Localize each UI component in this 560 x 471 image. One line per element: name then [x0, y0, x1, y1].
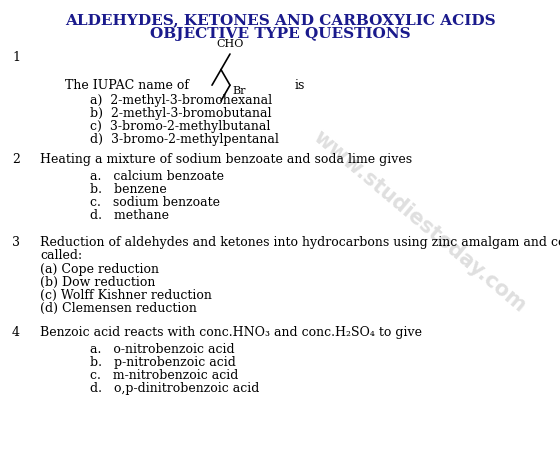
- Text: d.   o,p-dinitrobenzoic acid: d. o,p-dinitrobenzoic acid: [90, 382, 259, 395]
- Text: called:: called:: [40, 249, 82, 262]
- Text: OBJECTIVE TYPE QUESTIONS: OBJECTIVE TYPE QUESTIONS: [150, 27, 410, 41]
- Text: (c) Wolff Kishner reduction: (c) Wolff Kishner reduction: [40, 289, 212, 302]
- Text: a)  2-methyl-3-bromohexanal: a) 2-methyl-3-bromohexanal: [90, 94, 272, 107]
- Text: 3: 3: [12, 236, 20, 249]
- Text: 1: 1: [12, 51, 20, 64]
- Text: b.   benzene: b. benzene: [90, 183, 167, 196]
- Text: Benzoic acid reacts with conc.HNO₃ and conc.H₂SO₄ to give: Benzoic acid reacts with conc.HNO₃ and c…: [40, 326, 422, 339]
- Text: (a) Cope reduction: (a) Cope reduction: [40, 263, 159, 276]
- Text: c.   sodium benzoate: c. sodium benzoate: [90, 196, 220, 209]
- Text: 2: 2: [12, 153, 20, 166]
- Text: b.   p-nitrobenzoic acid: b. p-nitrobenzoic acid: [90, 356, 236, 369]
- Text: www.studiestoday.com: www.studiestoday.com: [310, 126, 530, 316]
- Text: is: is: [295, 79, 305, 92]
- Text: d)  3-bromo-2-methylpentanal: d) 3-bromo-2-methylpentanal: [90, 133, 279, 146]
- Text: Reduction of aldehydes and ketones into hydrocarbons using zinc amalgam and cone: Reduction of aldehydes and ketones into …: [40, 236, 560, 249]
- Text: ALDEHYDES, KETONES AND CARBOXYLIC ACIDS: ALDEHYDES, KETONES AND CARBOXYLIC ACIDS: [65, 13, 495, 27]
- Text: 4: 4: [12, 326, 20, 339]
- Text: (b) Dow reduction: (b) Dow reduction: [40, 276, 155, 289]
- Text: (d) Clemensen reduction: (d) Clemensen reduction: [40, 302, 197, 315]
- Text: CHO: CHO: [216, 39, 244, 49]
- Text: d.   methane: d. methane: [90, 209, 169, 222]
- Text: The IUPAC name of: The IUPAC name of: [65, 79, 189, 92]
- Text: b)  2-methyl-3-bromobutanal: b) 2-methyl-3-bromobutanal: [90, 107, 272, 120]
- Text: Heating a mixture of sodium benzoate and soda lime gives: Heating a mixture of sodium benzoate and…: [40, 153, 412, 166]
- Text: c)  3-bromo-2-methylbutanal: c) 3-bromo-2-methylbutanal: [90, 120, 270, 133]
- Text: c.   m-nitrobenzoic acid: c. m-nitrobenzoic acid: [90, 369, 239, 382]
- Text: a.   o-nitrobenzoic acid: a. o-nitrobenzoic acid: [90, 343, 235, 356]
- Text: Br: Br: [232, 86, 245, 96]
- Text: a.   calcium benzoate: a. calcium benzoate: [90, 170, 224, 183]
